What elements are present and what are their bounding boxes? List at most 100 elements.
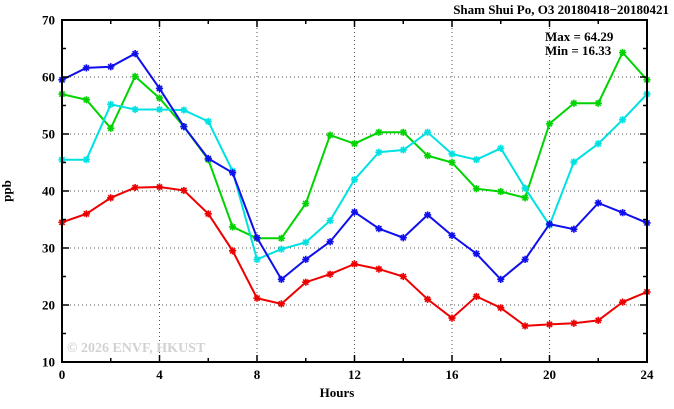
data-point-marker xyxy=(399,272,407,281)
data-point-marker xyxy=(619,209,627,217)
data-point-marker xyxy=(180,186,188,195)
y-tick-label: 50 xyxy=(42,127,55,142)
data-point-marker xyxy=(375,148,383,156)
y-axis-label: ppb xyxy=(0,180,14,202)
data-point-marker xyxy=(594,140,602,148)
data-point-marker xyxy=(375,265,383,273)
data-point-marker xyxy=(448,158,456,167)
data-point-marker xyxy=(619,298,627,306)
x-tick-label: 8 xyxy=(254,367,261,382)
data-point-marker xyxy=(375,128,383,136)
data-point-marker xyxy=(521,184,529,192)
series-red-line xyxy=(58,183,651,330)
data-point-marker xyxy=(253,234,261,242)
data-point-marker xyxy=(326,270,334,278)
data-point-marker xyxy=(204,117,212,126)
x-tick-label: 0 xyxy=(59,367,66,382)
data-point-marker xyxy=(131,50,139,58)
data-point-marker xyxy=(204,210,212,218)
max-annotation: Max = 64.29 xyxy=(545,29,614,44)
data-point-marker xyxy=(82,64,90,72)
y-tick-label: 10 xyxy=(42,355,55,370)
data-point-marker xyxy=(472,185,480,193)
y-tick-label: 20 xyxy=(42,298,55,313)
data-point-marker xyxy=(497,187,505,196)
data-point-marker xyxy=(277,275,285,283)
data-point-marker xyxy=(545,120,554,128)
data-point-marker xyxy=(302,278,310,286)
data-point-marker xyxy=(302,199,310,208)
y-tick-label: 40 xyxy=(42,184,55,199)
data-point-marker xyxy=(570,99,578,107)
x-tick-label: 12 xyxy=(348,367,361,382)
data-point-marker xyxy=(594,199,602,207)
data-point-marker xyxy=(107,124,115,132)
data-point-marker xyxy=(180,122,188,131)
data-point-marker xyxy=(350,260,359,268)
data-point-marker xyxy=(180,106,188,114)
data-point-marker xyxy=(594,316,602,324)
data-point-marker xyxy=(521,194,529,202)
data-point-marker xyxy=(155,183,164,191)
data-point-marker xyxy=(277,234,285,242)
data-point-marker xyxy=(375,225,383,233)
data-point-marker xyxy=(302,255,310,263)
data-point-marker xyxy=(350,140,359,148)
data-point-marker xyxy=(326,131,334,139)
data-point-marker xyxy=(229,247,237,255)
blue-line xyxy=(61,52,648,281)
data-point-marker xyxy=(399,146,407,154)
data-point-marker xyxy=(424,152,432,160)
data-point-marker xyxy=(472,156,480,164)
data-point-marker xyxy=(277,300,285,308)
tick-labels: 0 4 8 12 16 20 24 10 20 30 40 50 60 70 xyxy=(42,13,654,383)
data-point-marker xyxy=(350,176,359,184)
data-point-marker xyxy=(155,105,164,114)
x-tick-label: 4 xyxy=(156,367,163,382)
data-point-marker xyxy=(155,94,164,102)
watermark: © 2026 ENVF, HKUST xyxy=(67,341,206,356)
data-point-marker xyxy=(326,238,334,246)
x-tick-label: 16 xyxy=(446,367,460,382)
gridlines xyxy=(62,20,647,362)
data-point-marker xyxy=(253,294,261,302)
data-point-marker xyxy=(619,116,627,124)
data-point-marker xyxy=(131,183,139,192)
data-point-marker xyxy=(131,105,139,114)
data-point-marker xyxy=(521,255,529,263)
data-point-marker xyxy=(472,250,480,258)
data-point-marker xyxy=(107,194,115,202)
data-point-marker xyxy=(229,223,237,231)
data-point-marker xyxy=(204,154,212,163)
data-point-marker xyxy=(448,231,456,240)
data-point-marker xyxy=(399,128,407,136)
data-point-marker xyxy=(302,238,310,246)
axis-ticks xyxy=(61,19,648,363)
data-point-marker xyxy=(570,158,578,166)
data-point-marker xyxy=(326,217,334,225)
data-point-marker xyxy=(155,84,164,92)
data-point-marker xyxy=(594,99,602,107)
data-point-marker xyxy=(472,292,480,301)
x-axis-label: Hours xyxy=(319,385,355,400)
data-point-marker xyxy=(82,96,90,104)
y-tick-label: 60 xyxy=(42,70,55,85)
y-tick-label: 30 xyxy=(42,241,55,256)
data-point-marker xyxy=(497,304,505,312)
data-point-marker xyxy=(229,169,237,177)
data-point-marker xyxy=(497,275,505,283)
data-point-marker xyxy=(424,295,432,303)
x-tick-label: 24 xyxy=(641,367,655,382)
y-tick-label: 70 xyxy=(42,13,55,28)
x-tick-label: 20 xyxy=(543,367,556,382)
data-point-marker xyxy=(399,234,407,242)
data-point-marker xyxy=(521,322,529,330)
data-point-marker xyxy=(253,255,261,263)
data-point-marker xyxy=(448,150,456,158)
data-point-marker xyxy=(424,211,432,219)
min-annotation: Min = 16.33 xyxy=(545,43,612,58)
data-point-marker xyxy=(545,320,554,328)
data-point-marker xyxy=(82,210,90,218)
